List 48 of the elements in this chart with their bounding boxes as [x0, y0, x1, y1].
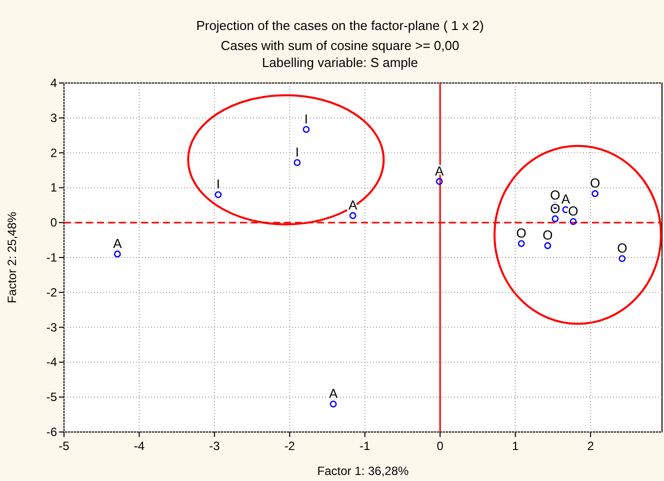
y-tick-label: 3 — [50, 110, 58, 125]
data-label: I — [295, 144, 299, 160]
point — [214, 191, 222, 198]
y-tick-label: -3 — [46, 320, 58, 334]
x-tick-label: 0 — [436, 439, 444, 453]
chart-title: Projection of the cases on the factor-plane ( 1 x 2) — [196, 18, 484, 33]
y-tick-label: 0 — [50, 216, 58, 230]
chart-subtitle: Cases with sum of cosine square >= 0,00 Labelling variable: S ample — [220, 38, 460, 70]
y-tick-label: -4 — [46, 355, 58, 370]
data-label: O — [550, 188, 560, 202]
x-tick-label: 1 — [512, 439, 519, 453]
point — [552, 215, 559, 222]
data-label: O — [568, 204, 578, 219]
data-label: A — [561, 192, 570, 207]
y-tick-label: -6 — [46, 425, 58, 439]
point — [544, 242, 552, 250]
x-axis-title: Factor 1: 36,28% — [317, 464, 410, 478]
point — [114, 250, 121, 258]
point — [592, 190, 599, 198]
y-axis-title: Factor 2: 25,48% — [5, 211, 19, 304]
point — [436, 178, 443, 185]
point — [349, 212, 356, 220]
x-tick-label: -1 — [360, 439, 371, 453]
data-label: O — [516, 226, 526, 241]
point — [518, 240, 525, 247]
y-tick-label: 1 — [50, 180, 58, 195]
x-tick-label: -3 — [209, 439, 220, 453]
x-tick-label: 2 — [587, 439, 594, 453]
y-tick-label: -1 — [46, 250, 58, 264]
point — [302, 126, 310, 133]
data-label: O — [617, 240, 628, 256]
data-label: A — [113, 236, 122, 252]
point — [294, 159, 301, 166]
y-tick-label: 2 — [50, 146, 58, 160]
point — [618, 255, 626, 262]
data-label: O — [590, 176, 600, 191]
data-label: O — [542, 228, 553, 243]
y-tick-label: 4 — [50, 76, 58, 90]
x-tick-label: -5 — [58, 439, 70, 453]
x-tick-label: -4 — [134, 439, 145, 453]
y-tick-label: -2 — [46, 285, 58, 300]
x-tick-label: -2 — [284, 439, 296, 453]
data-label: I — [304, 111, 308, 126]
data-label: I — [216, 176, 220, 192]
y-tick-label: -5 — [46, 390, 58, 404]
data-label: A — [328, 386, 338, 402]
point — [330, 400, 337, 408]
point — [570, 218, 577, 225]
